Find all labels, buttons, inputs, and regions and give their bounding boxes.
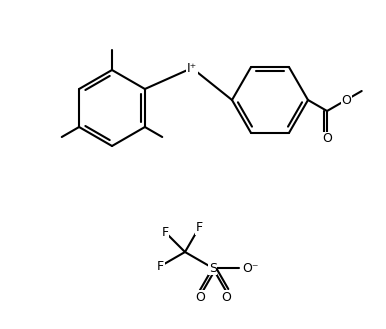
Text: I⁺: I⁺ <box>187 62 197 74</box>
Text: O: O <box>341 93 351 107</box>
Text: O⁻: O⁻ <box>243 262 259 274</box>
Text: O: O <box>195 291 205 304</box>
Text: F: F <box>195 221 203 234</box>
Text: F: F <box>157 260 164 272</box>
Text: O: O <box>322 133 332 145</box>
Text: F: F <box>162 226 169 239</box>
Text: O: O <box>221 291 231 304</box>
Text: S: S <box>209 262 217 274</box>
